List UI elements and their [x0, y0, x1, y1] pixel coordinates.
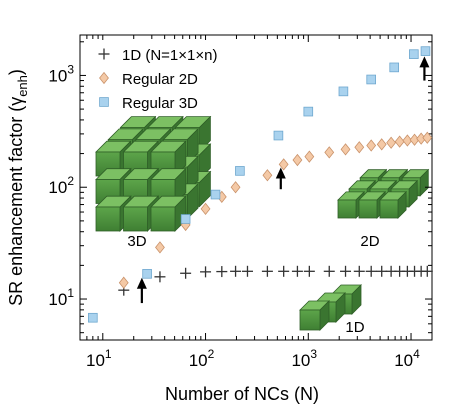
- data-point-diamond: [292, 153, 303, 167]
- cube-3d-block: [122, 140, 160, 177]
- y-axis-label: SR enhancement factor (γenh): [6, 69, 30, 306]
- data-point-diamond: [394, 135, 405, 148]
- data-point-plus: [180, 267, 192, 279]
- series-plus: [118, 265, 433, 296]
- data-point-diamond: [304, 150, 315, 163]
- legend-label: Regular 2D: [122, 71, 198, 88]
- data-point-diamond: [230, 181, 241, 194]
- data-point-square: [303, 106, 314, 117]
- data-point-square: [235, 166, 245, 176]
- data-point-square: [409, 49, 419, 59]
- arrow-annotation: [136, 277, 147, 304]
- data-point-plus: [278, 265, 290, 277]
- data-point-plus: [241, 265, 253, 277]
- data-point-diamond: [340, 143, 351, 156]
- data-point-plus: [340, 265, 352, 277]
- data-point-plus: [353, 265, 365, 277]
- data-point-diamond: [402, 134, 413, 147]
- data-point-square: [142, 269, 152, 279]
- data-point-plus: [261, 265, 273, 277]
- legend-label: Regular 3D: [122, 95, 198, 112]
- data-point-diamond: [376, 138, 387, 151]
- data-point-diamond: [155, 241, 165, 254]
- data-point-diamond: [366, 139, 377, 152]
- data-point-square: [389, 62, 400, 73]
- data-point-square: [88, 312, 98, 323]
- cube-3d-block: [95, 167, 132, 205]
- data-point-plus: [154, 271, 166, 283]
- data-point-square: [420, 46, 431, 56]
- legend-label: 1D (N=1×1×n): [122, 47, 217, 64]
- data-point-square: [210, 189, 221, 200]
- legend-marker-diamond: [99, 71, 109, 85]
- data-point-plus: [365, 265, 377, 277]
- arrow-annotation: [275, 167, 286, 190]
- x-tick-label: 101: [86, 347, 112, 370]
- data-point-plus: [303, 265, 315, 277]
- data-point-diamond: [118, 276, 129, 289]
- data-point-diamond: [354, 141, 365, 154]
- data-point-plus: [323, 265, 335, 277]
- data-point-square: [338, 86, 349, 97]
- data-point-diamond: [386, 136, 397, 149]
- x-tick-label: 103: [291, 347, 317, 370]
- x-tick-label: 104: [394, 347, 420, 370]
- series-square: [88, 46, 431, 323]
- data-point-square: [366, 74, 376, 85]
- x-axis-label: Number of NCs (N): [165, 384, 319, 404]
- cube-3d-block: [150, 167, 187, 205]
- data-point-plus: [200, 266, 212, 278]
- data-point-square: [273, 130, 284, 141]
- data-point-plus: [376, 265, 388, 277]
- arrow-annotation: [419, 56, 430, 81]
- cube-3d-block: [150, 195, 187, 232]
- legend-marker-square: [99, 97, 109, 107]
- x-tick-label: 102: [189, 347, 215, 370]
- y-tick-label: 101: [48, 286, 74, 309]
- y-tick-label: 102: [48, 174, 74, 197]
- data-point-plus: [216, 266, 228, 278]
- data-point-plus: [230, 265, 242, 277]
- cube-1d-block: [299, 300, 330, 331]
- data-point-diamond: [200, 202, 211, 216]
- annotation-3d: 3D: [127, 233, 146, 250]
- data-point-diamond: [324, 146, 335, 159]
- series-diamond: [118, 131, 433, 289]
- data-point-plus: [291, 265, 303, 277]
- data-point-square: [180, 214, 191, 224]
- cube-3d-block: [150, 140, 187, 177]
- cube-2d-block: [379, 190, 408, 219]
- legend-box: [86, 40, 256, 116]
- data-point-diamond: [262, 169, 273, 182]
- data-point-diamond: [422, 131, 433, 144]
- annotation-1d: 1D: [345, 319, 364, 336]
- data-point-diamond: [278, 158, 289, 171]
- data-point-plus: [421, 265, 433, 277]
- cube-2d-block: [358, 190, 387, 219]
- y-tick-label: 103: [48, 62, 74, 85]
- legend-marker-plus: [98, 48, 110, 60]
- annotation-2d: 2D: [360, 233, 379, 250]
